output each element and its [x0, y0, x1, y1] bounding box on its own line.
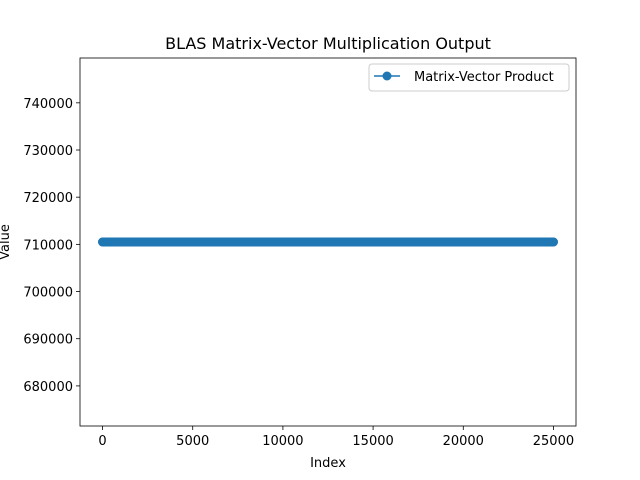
y-tick-label: 720000 [23, 191, 73, 206]
x-tick-label: 15000 [352, 434, 393, 449]
y-tick-label: 710000 [23, 238, 73, 253]
x-axis-ticks: 0 5000 10000 15000 20000 25000 [98, 426, 574, 449]
y-tick-label: 740000 [23, 97, 73, 112]
y-tick-label: 690000 [23, 333, 73, 348]
legend-marker-swatch [382, 71, 392, 81]
x-tick-label: 5000 [176, 434, 209, 449]
x-tick-label: 0 [98, 434, 106, 449]
legend-box [368, 63, 570, 92]
series-point-last [548, 237, 558, 247]
y-axis-ticks: 680000 690000 700000 710000 720000 730000 7400… [23, 97, 80, 395]
series-layer [98, 237, 558, 247]
x-tick-label: 10000 [262, 434, 303, 449]
x-axis-label: Index [310, 456, 346, 471]
legend: Matrix-Vector Product [368, 63, 570, 92]
x-tick-label: 20000 [443, 434, 484, 449]
y-tick-label: 680000 [23, 380, 73, 395]
axes-frame [79, 57, 577, 427]
y-tick-label: 700000 [23, 286, 73, 301]
series-point-first [98, 237, 108, 247]
chart-title: BLAS Matrix-Vector Multiplication Output [165, 34, 491, 53]
x-tick-label: 25000 [533, 434, 574, 449]
y-tick-label: 730000 [23, 144, 73, 159]
y-axis-label: Value [0, 224, 13, 260]
legend-entry-label: Matrix-Vector Product [414, 70, 554, 85]
